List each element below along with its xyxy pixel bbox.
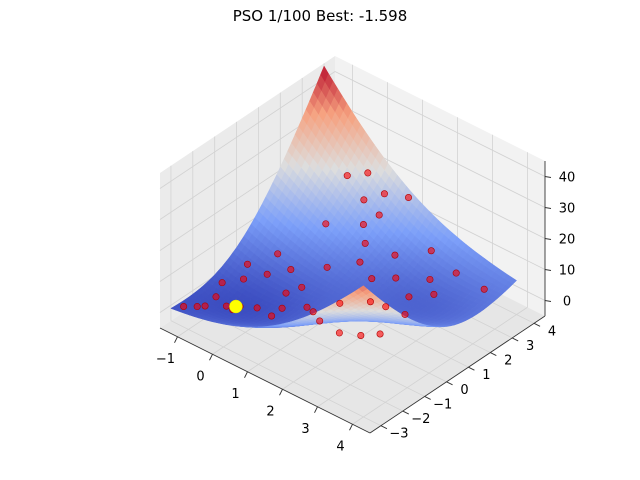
particle-point bbox=[391, 251, 399, 259]
y-axis-line bbox=[369, 315, 546, 434]
particle-point bbox=[382, 303, 390, 311]
y-tick-mark bbox=[402, 410, 410, 415]
y-tick-mark bbox=[533, 322, 541, 327]
x-tick-label: 2 bbox=[266, 404, 274, 419]
best-point bbox=[229, 299, 243, 314]
x-tick-label: 0 bbox=[196, 369, 204, 384]
z-tick-mark bbox=[544, 300, 552, 302]
particle-point bbox=[263, 270, 271, 278]
x-tick-mark bbox=[209, 354, 213, 361]
particle-point bbox=[303, 303, 311, 311]
particle-point bbox=[366, 298, 374, 306]
x-tick-mark bbox=[349, 424, 353, 431]
particle-point bbox=[218, 279, 226, 287]
y-tick-mark bbox=[490, 352, 497, 356]
z-tick-label: 20 bbox=[559, 233, 576, 248]
particle-point bbox=[253, 304, 261, 312]
z-tick-label: 0 bbox=[563, 295, 571, 310]
y-tick-mark bbox=[446, 381, 453, 386]
particle-point bbox=[480, 285, 488, 293]
grid-line bbox=[159, 71, 336, 189]
y-tick-mark bbox=[511, 337, 519, 342]
x-axis-line bbox=[159, 327, 371, 434]
particle-point bbox=[298, 283, 306, 291]
particle-point bbox=[212, 293, 220, 301]
y-tick-label: 2 bbox=[504, 354, 512, 369]
particle-point bbox=[223, 302, 231, 310]
particle-point bbox=[335, 329, 343, 337]
particle-point bbox=[201, 302, 209, 310]
particle-point bbox=[359, 220, 367, 228]
particle-point bbox=[376, 330, 384, 338]
particle-point bbox=[452, 269, 460, 277]
particle-point bbox=[356, 258, 364, 266]
z-tick-mark bbox=[544, 176, 552, 178]
particle-point bbox=[278, 304, 286, 312]
surface-plot bbox=[170, 65, 517, 328]
particle-point bbox=[364, 169, 372, 177]
z-tick-label: 40 bbox=[559, 171, 576, 186]
particle-point bbox=[322, 220, 330, 228]
particle-point bbox=[240, 275, 248, 283]
x-tick-mark bbox=[174, 336, 178, 343]
particle-point bbox=[244, 260, 252, 268]
x-tick-label: 3 bbox=[301, 422, 309, 437]
z-tick-mark bbox=[544, 269, 552, 271]
particle-point bbox=[361, 239, 369, 247]
z-tick-label: 30 bbox=[559, 202, 576, 217]
grid-line bbox=[352, 306, 528, 425]
particle-point bbox=[392, 274, 400, 282]
y-tick-label: 3 bbox=[526, 339, 534, 354]
x-tick-mark bbox=[314, 406, 318, 413]
particle-point bbox=[426, 275, 434, 283]
y-tick-mark bbox=[424, 396, 431, 400]
particle-point bbox=[268, 312, 276, 320]
y-tick-mark bbox=[468, 366, 475, 371]
particle-point bbox=[287, 266, 295, 274]
particle-point bbox=[375, 211, 383, 219]
particle-point bbox=[336, 299, 344, 307]
particle-point bbox=[316, 317, 324, 325]
x-tick-mark bbox=[279, 389, 283, 396]
x-tick-label: 4 bbox=[336, 439, 344, 454]
y-tick-mark bbox=[380, 425, 388, 430]
particle-point bbox=[430, 290, 438, 298]
surface-patch bbox=[358, 285, 368, 292]
y-tick-label: 0 bbox=[460, 383, 468, 398]
particle-point bbox=[193, 303, 201, 311]
x-tick-label: 1 bbox=[231, 387, 239, 402]
y-tick-label: −2 bbox=[411, 412, 430, 427]
x-tick-mark bbox=[244, 371, 248, 378]
grid-line bbox=[334, 102, 546, 208]
z-tick-label: 10 bbox=[559, 264, 576, 279]
particle-point bbox=[360, 196, 368, 204]
y-tick-label: −3 bbox=[389, 427, 408, 442]
z-tick-mark bbox=[544, 238, 552, 240]
particle-point bbox=[323, 263, 331, 271]
particle-point bbox=[380, 190, 388, 198]
particle-point bbox=[343, 172, 351, 180]
particle-point bbox=[282, 289, 290, 297]
chart-title: PSO 1/100 Best: -1.598 bbox=[232, 7, 408, 25]
particle-point bbox=[401, 310, 409, 318]
particle-point bbox=[357, 332, 365, 340]
particle-points bbox=[180, 169, 488, 340]
particle-point bbox=[368, 275, 376, 283]
particle-point bbox=[309, 308, 317, 316]
axis-lines bbox=[159, 161, 552, 434]
particle-point bbox=[180, 302, 188, 310]
grid-line bbox=[170, 320, 382, 427]
y-tick-label: 1 bbox=[482, 368, 490, 383]
particle-point bbox=[427, 247, 435, 255]
y-tick-label: 4 bbox=[548, 324, 556, 339]
z-tick-mark bbox=[544, 207, 552, 209]
x-tick-label: −1 bbox=[156, 352, 175, 367]
y-tick-label: −1 bbox=[433, 397, 452, 412]
particle-point bbox=[404, 194, 412, 202]
particle-point bbox=[274, 250, 282, 258]
particle-point bbox=[405, 293, 413, 301]
grid-line bbox=[334, 71, 546, 177]
